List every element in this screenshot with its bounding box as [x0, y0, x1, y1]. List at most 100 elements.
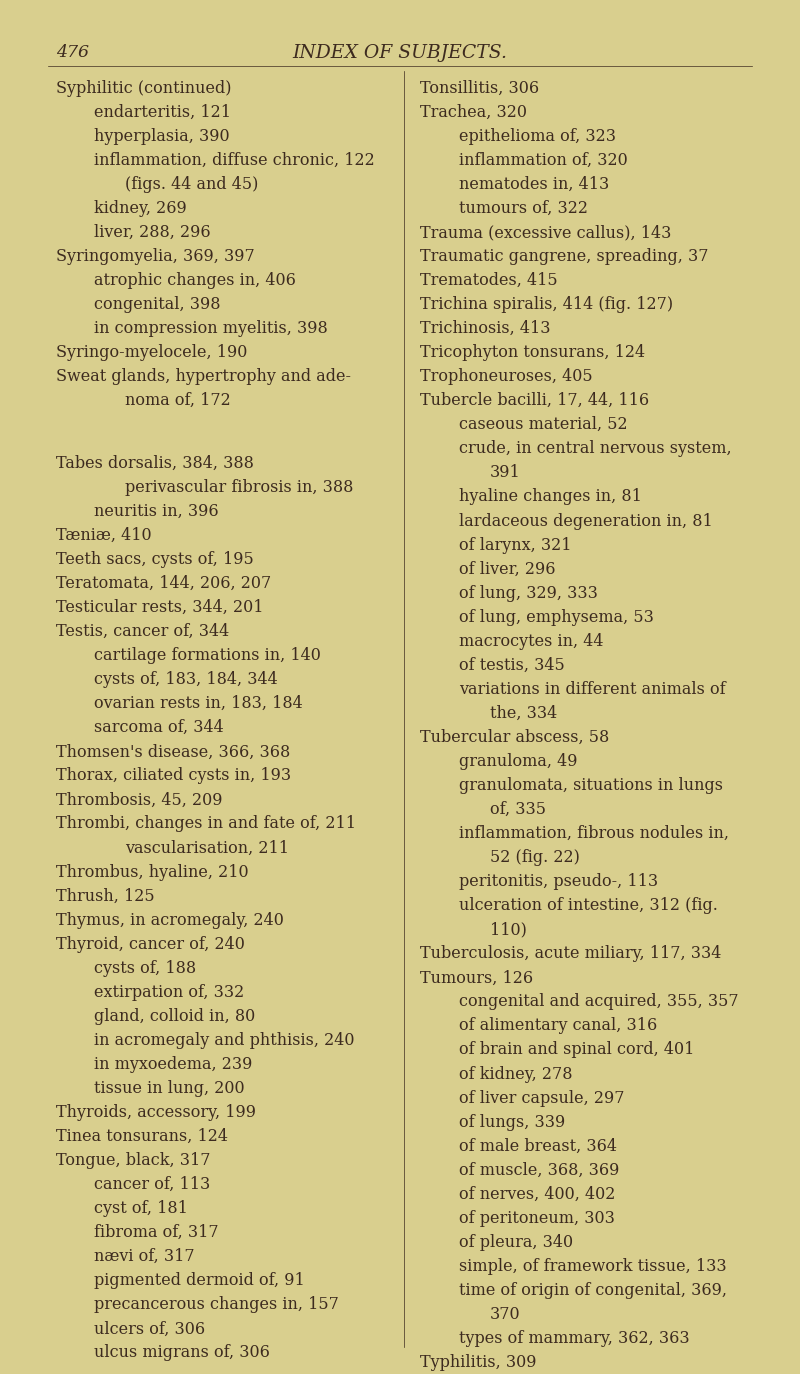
Text: cyst of, 181: cyst of, 181 [94, 1200, 188, 1217]
Text: of kidney, 278: of kidney, 278 [458, 1065, 572, 1083]
Text: Tubercular abscess, 58: Tubercular abscess, 58 [420, 728, 610, 746]
Text: INDEX OF SUBJECTS.: INDEX OF SUBJECTS. [293, 44, 507, 62]
Text: of lungs, 339: of lungs, 339 [458, 1113, 565, 1131]
Text: atrophic changes in, 406: atrophic changes in, 406 [94, 272, 296, 289]
Text: Trichinosis, 413: Trichinosis, 413 [420, 320, 550, 337]
Text: time of origin of congenital, 369,: time of origin of congenital, 369, [458, 1282, 726, 1298]
Text: inflammation, diffuse chronic, 122: inflammation, diffuse chronic, 122 [94, 151, 375, 169]
Text: Thrombosis, 45, 209: Thrombosis, 45, 209 [56, 791, 222, 808]
Text: liver, 288, 296: liver, 288, 296 [94, 224, 211, 240]
Text: 110): 110) [490, 921, 526, 938]
Text: hyaline changes in, 81: hyaline changes in, 81 [458, 488, 642, 506]
Text: of lung, 329, 333: of lung, 329, 333 [458, 584, 598, 602]
Text: fibroma of, 317: fibroma of, 317 [94, 1224, 219, 1241]
Text: Syringo-myelocele, 190: Syringo-myelocele, 190 [56, 344, 247, 361]
Text: (figs. 44 and 45): (figs. 44 and 45) [125, 176, 258, 192]
Text: Tongue, black, 317: Tongue, black, 317 [56, 1151, 210, 1169]
Text: Trematodes, 415: Trematodes, 415 [420, 272, 558, 289]
Text: cartilage formations in, 140: cartilage formations in, 140 [94, 647, 321, 664]
Text: peritonitis, pseudo-, 113: peritonitis, pseudo-, 113 [458, 872, 658, 890]
Text: granuloma, 49: granuloma, 49 [458, 753, 577, 769]
Text: Tumours, 126: Tumours, 126 [420, 969, 533, 987]
Text: noma of, 172: noma of, 172 [125, 392, 230, 409]
Text: variations in different animals of: variations in different animals of [458, 680, 726, 698]
Text: Typhilitis, 309: Typhilitis, 309 [420, 1353, 537, 1371]
Text: 476: 476 [56, 44, 89, 60]
Text: Syphilitic (continued): Syphilitic (continued) [56, 80, 231, 96]
Text: of male breast, 364: of male breast, 364 [458, 1138, 617, 1154]
Text: Trophoneuroses, 405: Trophoneuroses, 405 [420, 368, 593, 385]
Text: of liver capsule, 297: of liver capsule, 297 [458, 1090, 624, 1106]
Text: simple, of framework tissue, 133: simple, of framework tissue, 133 [458, 1257, 726, 1275]
Text: Tæniæ, 410: Tæniæ, 410 [56, 526, 152, 544]
Text: extirpation of, 332: extirpation of, 332 [94, 984, 245, 1000]
Text: of muscle, 368, 369: of muscle, 368, 369 [458, 1161, 619, 1179]
Text: epithelioma of, 323: epithelioma of, 323 [458, 128, 616, 144]
Text: of liver, 296: of liver, 296 [458, 561, 555, 577]
Text: Thorax, ciliated cysts in, 193: Thorax, ciliated cysts in, 193 [56, 767, 291, 785]
Text: crude, in central nervous system,: crude, in central nervous system, [458, 440, 731, 458]
Text: tumours of, 322: tumours of, 322 [458, 199, 588, 217]
Text: Testis, cancer of, 344: Testis, cancer of, 344 [56, 622, 230, 640]
Text: in myxoedema, 239: in myxoedema, 239 [94, 1055, 253, 1073]
Text: endarteritis, 121: endarteritis, 121 [94, 104, 231, 121]
Text: of lung, emphysema, 53: of lung, emphysema, 53 [458, 609, 654, 625]
Text: Tricophyton tonsurans, 124: Tricophyton tonsurans, 124 [420, 344, 645, 361]
Text: cysts of, 183, 184, 344: cysts of, 183, 184, 344 [94, 671, 278, 688]
Text: in compression myelitis, 398: in compression myelitis, 398 [94, 320, 328, 337]
Text: types of mammary, 362, 363: types of mammary, 362, 363 [458, 1330, 690, 1347]
Text: cysts of, 188: cysts of, 188 [94, 959, 196, 977]
Text: 52 (fig. 22): 52 (fig. 22) [490, 849, 579, 866]
Text: 370: 370 [490, 1305, 520, 1323]
Text: caseous material, 52: caseous material, 52 [458, 416, 627, 433]
Text: precancerous changes in, 157: precancerous changes in, 157 [94, 1296, 339, 1314]
Text: neuritis in, 396: neuritis in, 396 [94, 503, 219, 519]
Text: congenital and acquired, 355, 357: congenital and acquired, 355, 357 [458, 993, 738, 1010]
Text: Teeth sacs, cysts of, 195: Teeth sacs, cysts of, 195 [56, 551, 254, 567]
Text: Thomsen's disease, 366, 368: Thomsen's disease, 366, 368 [56, 743, 290, 760]
Text: inflammation of, 320: inflammation of, 320 [458, 151, 627, 169]
Text: pigmented dermoid of, 91: pigmented dermoid of, 91 [94, 1272, 305, 1289]
Text: Thyroids, accessory, 199: Thyroids, accessory, 199 [56, 1103, 256, 1121]
Text: lardaceous degeneration in, 81: lardaceous degeneration in, 81 [458, 513, 712, 529]
Text: of nerves, 400, 402: of nerves, 400, 402 [458, 1186, 615, 1202]
Text: kidney, 269: kidney, 269 [94, 199, 187, 217]
Text: nematodes in, 413: nematodes in, 413 [458, 176, 609, 192]
Text: Trachea, 320: Trachea, 320 [420, 104, 527, 121]
Text: Tinea tonsurans, 124: Tinea tonsurans, 124 [56, 1128, 228, 1145]
Text: Teratomata, 144, 206, 207: Teratomata, 144, 206, 207 [56, 574, 271, 592]
Text: Thyroid, cancer of, 240: Thyroid, cancer of, 240 [56, 936, 245, 952]
Text: of pleura, 340: of pleura, 340 [458, 1234, 573, 1250]
Text: in acromegaly and phthisis, 240: in acromegaly and phthisis, 240 [94, 1032, 354, 1048]
Text: ulcus migrans of, 306: ulcus migrans of, 306 [94, 1344, 270, 1362]
Text: Tubercle bacilli, 17, 44, 116: Tubercle bacilli, 17, 44, 116 [420, 392, 649, 409]
Text: Thrombi, changes in and fate of, 211: Thrombi, changes in and fate of, 211 [56, 815, 356, 833]
Text: hyperplasia, 390: hyperplasia, 390 [94, 128, 230, 144]
Text: of alimentary canal, 316: of alimentary canal, 316 [458, 1017, 657, 1035]
Text: perivascular fibrosis in, 388: perivascular fibrosis in, 388 [125, 478, 353, 496]
Text: Thrush, 125: Thrush, 125 [56, 888, 154, 904]
Text: of larynx, 321: of larynx, 321 [458, 536, 571, 554]
Text: gland, colloid in, 80: gland, colloid in, 80 [94, 1007, 255, 1025]
Text: Tonsillitis, 306: Tonsillitis, 306 [420, 80, 539, 96]
Text: nævi of, 317: nævi of, 317 [94, 1248, 195, 1265]
Text: macrocytes in, 44: macrocytes in, 44 [458, 632, 603, 650]
Text: vascularisation, 211: vascularisation, 211 [125, 840, 289, 856]
Text: the, 334: the, 334 [490, 705, 557, 721]
Text: ovarian rests in, 183, 184: ovarian rests in, 183, 184 [94, 695, 303, 712]
Text: inflammation, fibrous nodules in,: inflammation, fibrous nodules in, [458, 824, 729, 842]
Text: Tabes dorsalis, 384, 388: Tabes dorsalis, 384, 388 [56, 455, 254, 471]
Text: Tuberculosis, acute miliary, 117, 334: Tuberculosis, acute miliary, 117, 334 [420, 945, 722, 962]
Text: cancer of, 113: cancer of, 113 [94, 1176, 210, 1193]
Text: granulomata, situations in lungs: granulomata, situations in lungs [458, 776, 722, 794]
Text: of brain and spinal cord, 401: of brain and spinal cord, 401 [458, 1041, 694, 1058]
Text: 391: 391 [490, 464, 520, 481]
Text: Trauma (excessive callus), 143: Trauma (excessive callus), 143 [420, 224, 671, 240]
Text: tissue in lung, 200: tissue in lung, 200 [94, 1080, 245, 1096]
Text: Thymus, in acromegaly, 240: Thymus, in acromegaly, 240 [56, 911, 284, 929]
Text: Thrombus, hyaline, 210: Thrombus, hyaline, 210 [56, 863, 249, 881]
Text: Traumatic gangrene, spreading, 37: Traumatic gangrene, spreading, 37 [420, 247, 709, 265]
Text: Trichina spiralis, 414 (fig. 127): Trichina spiralis, 414 (fig. 127) [420, 295, 673, 313]
Text: of, 335: of, 335 [490, 801, 546, 818]
Text: Sweat glands, hypertrophy and ade-: Sweat glands, hypertrophy and ade- [56, 368, 351, 385]
